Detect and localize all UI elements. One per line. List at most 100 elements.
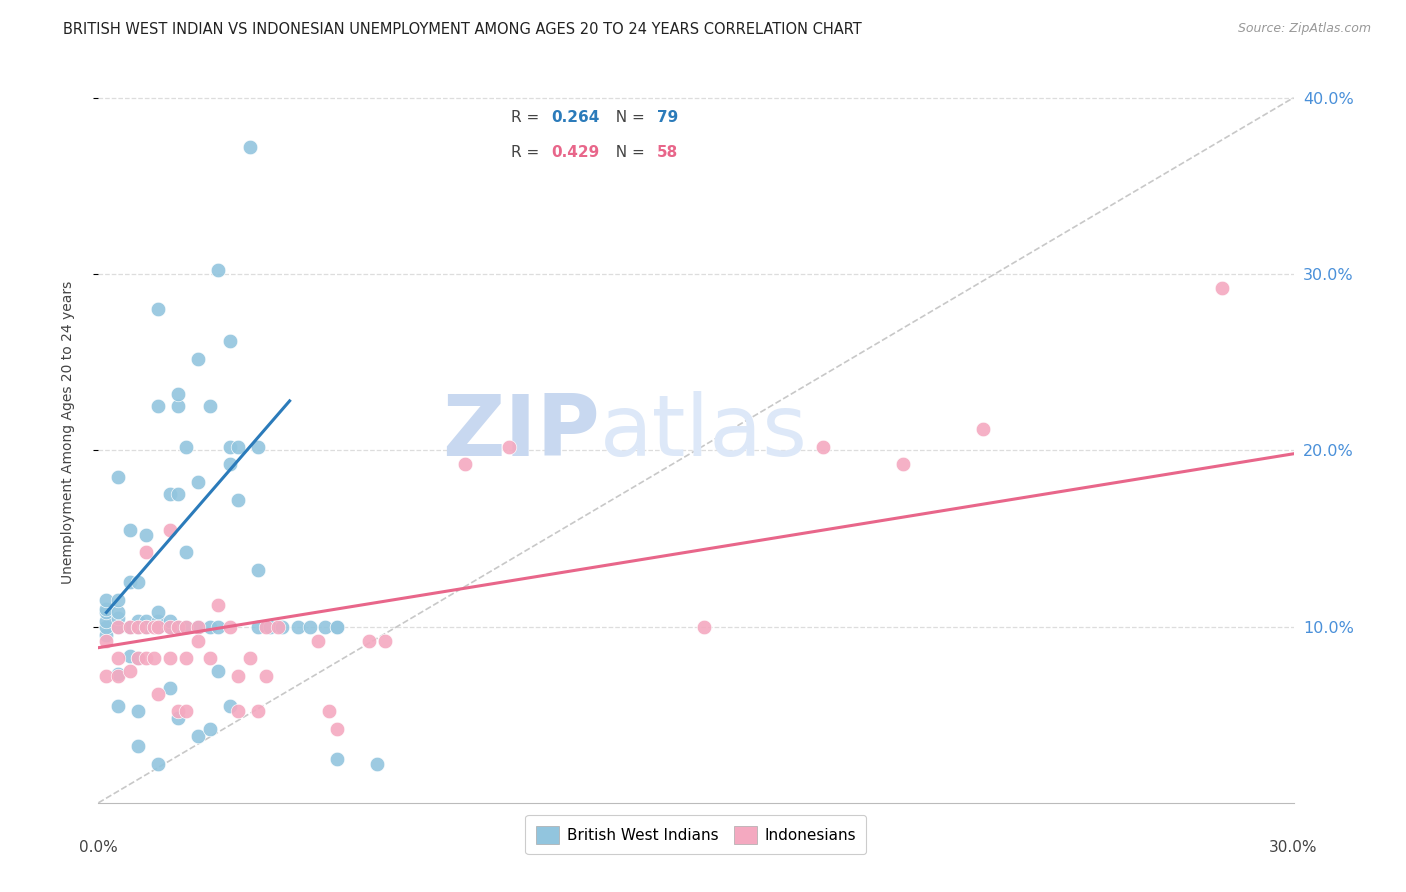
Text: ZIP: ZIP: [443, 391, 600, 475]
Point: [107, 619, 129, 633]
Point: [359, 633, 381, 648]
Text: 0.264: 0.264: [551, 111, 600, 126]
Point: [198, 722, 221, 736]
Point: [143, 651, 166, 665]
Point: [239, 651, 262, 665]
Point: [374, 633, 396, 648]
Point: [107, 606, 129, 620]
Point: [174, 619, 197, 633]
Point: [254, 669, 277, 683]
Point: [167, 387, 190, 401]
Text: N =: N =: [606, 111, 650, 126]
Point: [107, 698, 129, 713]
Point: [107, 619, 129, 633]
Point: [226, 704, 249, 718]
Point: [187, 619, 209, 633]
Point: [135, 528, 157, 542]
Text: 0.429: 0.429: [551, 145, 599, 161]
Point: [127, 651, 149, 665]
Point: [693, 619, 716, 633]
Point: [159, 619, 181, 633]
Point: [326, 752, 349, 766]
Point: [226, 440, 249, 454]
Point: [148, 302, 170, 317]
Point: [107, 593, 129, 607]
Point: [207, 619, 229, 633]
Point: [127, 614, 149, 628]
Point: [207, 263, 229, 277]
Point: [127, 575, 149, 590]
Point: [107, 669, 129, 683]
Point: [239, 140, 262, 154]
Point: [127, 651, 149, 665]
Point: [219, 334, 242, 348]
Point: [148, 606, 170, 620]
Point: [107, 651, 129, 665]
Text: 30.0%: 30.0%: [1270, 840, 1317, 855]
Point: [287, 619, 309, 633]
Point: [148, 619, 170, 633]
Point: [127, 619, 149, 633]
Point: [120, 575, 142, 590]
Text: Source: ZipAtlas.com: Source: ZipAtlas.com: [1237, 22, 1371, 36]
Point: [107, 610, 129, 624]
Point: [174, 704, 197, 718]
Point: [326, 619, 349, 633]
Point: [159, 681, 181, 696]
Text: R =: R =: [510, 145, 544, 161]
Point: [454, 458, 477, 472]
Point: [159, 614, 181, 628]
Point: [813, 440, 835, 454]
Point: [187, 351, 209, 366]
Point: [148, 399, 170, 413]
Point: [246, 563, 269, 577]
Point: [219, 440, 242, 454]
Point: [120, 619, 142, 633]
Point: [167, 711, 190, 725]
Point: [135, 619, 157, 633]
Point: [1211, 281, 1233, 295]
Point: [219, 458, 242, 472]
Point: [267, 619, 290, 633]
Point: [198, 651, 221, 665]
Point: [120, 649, 142, 664]
Point: [174, 619, 197, 633]
Point: [187, 619, 209, 633]
Point: [120, 523, 142, 537]
Point: [96, 606, 118, 620]
Text: 58: 58: [657, 145, 678, 161]
Point: [972, 422, 994, 436]
Point: [96, 602, 118, 616]
Text: atlas: atlas: [600, 391, 808, 475]
Point: [159, 619, 181, 633]
Point: [366, 757, 388, 772]
Point: [135, 619, 157, 633]
Point: [174, 440, 197, 454]
Point: [148, 619, 170, 633]
Y-axis label: Unemployment Among Ages 20 to 24 years: Unemployment Among Ages 20 to 24 years: [60, 281, 75, 584]
Point: [159, 487, 181, 501]
Text: BRITISH WEST INDIAN VS INDONESIAN UNEMPLOYMENT AMONG AGES 20 TO 24 YEARS CORRELA: BRITISH WEST INDIAN VS INDONESIAN UNEMPL…: [63, 22, 862, 37]
Point: [254, 619, 277, 633]
Text: 0.0%: 0.0%: [79, 840, 118, 855]
Point: [246, 704, 269, 718]
Point: [298, 619, 321, 633]
Point: [107, 469, 129, 483]
Point: [159, 523, 181, 537]
Point: [148, 757, 170, 772]
Point: [96, 593, 118, 607]
Point: [167, 487, 190, 501]
Point: [315, 619, 337, 633]
Point: [219, 698, 242, 713]
Point: [96, 633, 118, 648]
Point: [326, 619, 349, 633]
Point: [318, 704, 340, 718]
Point: [135, 545, 157, 559]
Point: [96, 619, 118, 633]
Point: [135, 619, 157, 633]
Point: [96, 628, 118, 642]
Point: [127, 704, 149, 718]
Point: [96, 614, 118, 628]
Point: [226, 492, 249, 507]
Point: [246, 619, 269, 633]
